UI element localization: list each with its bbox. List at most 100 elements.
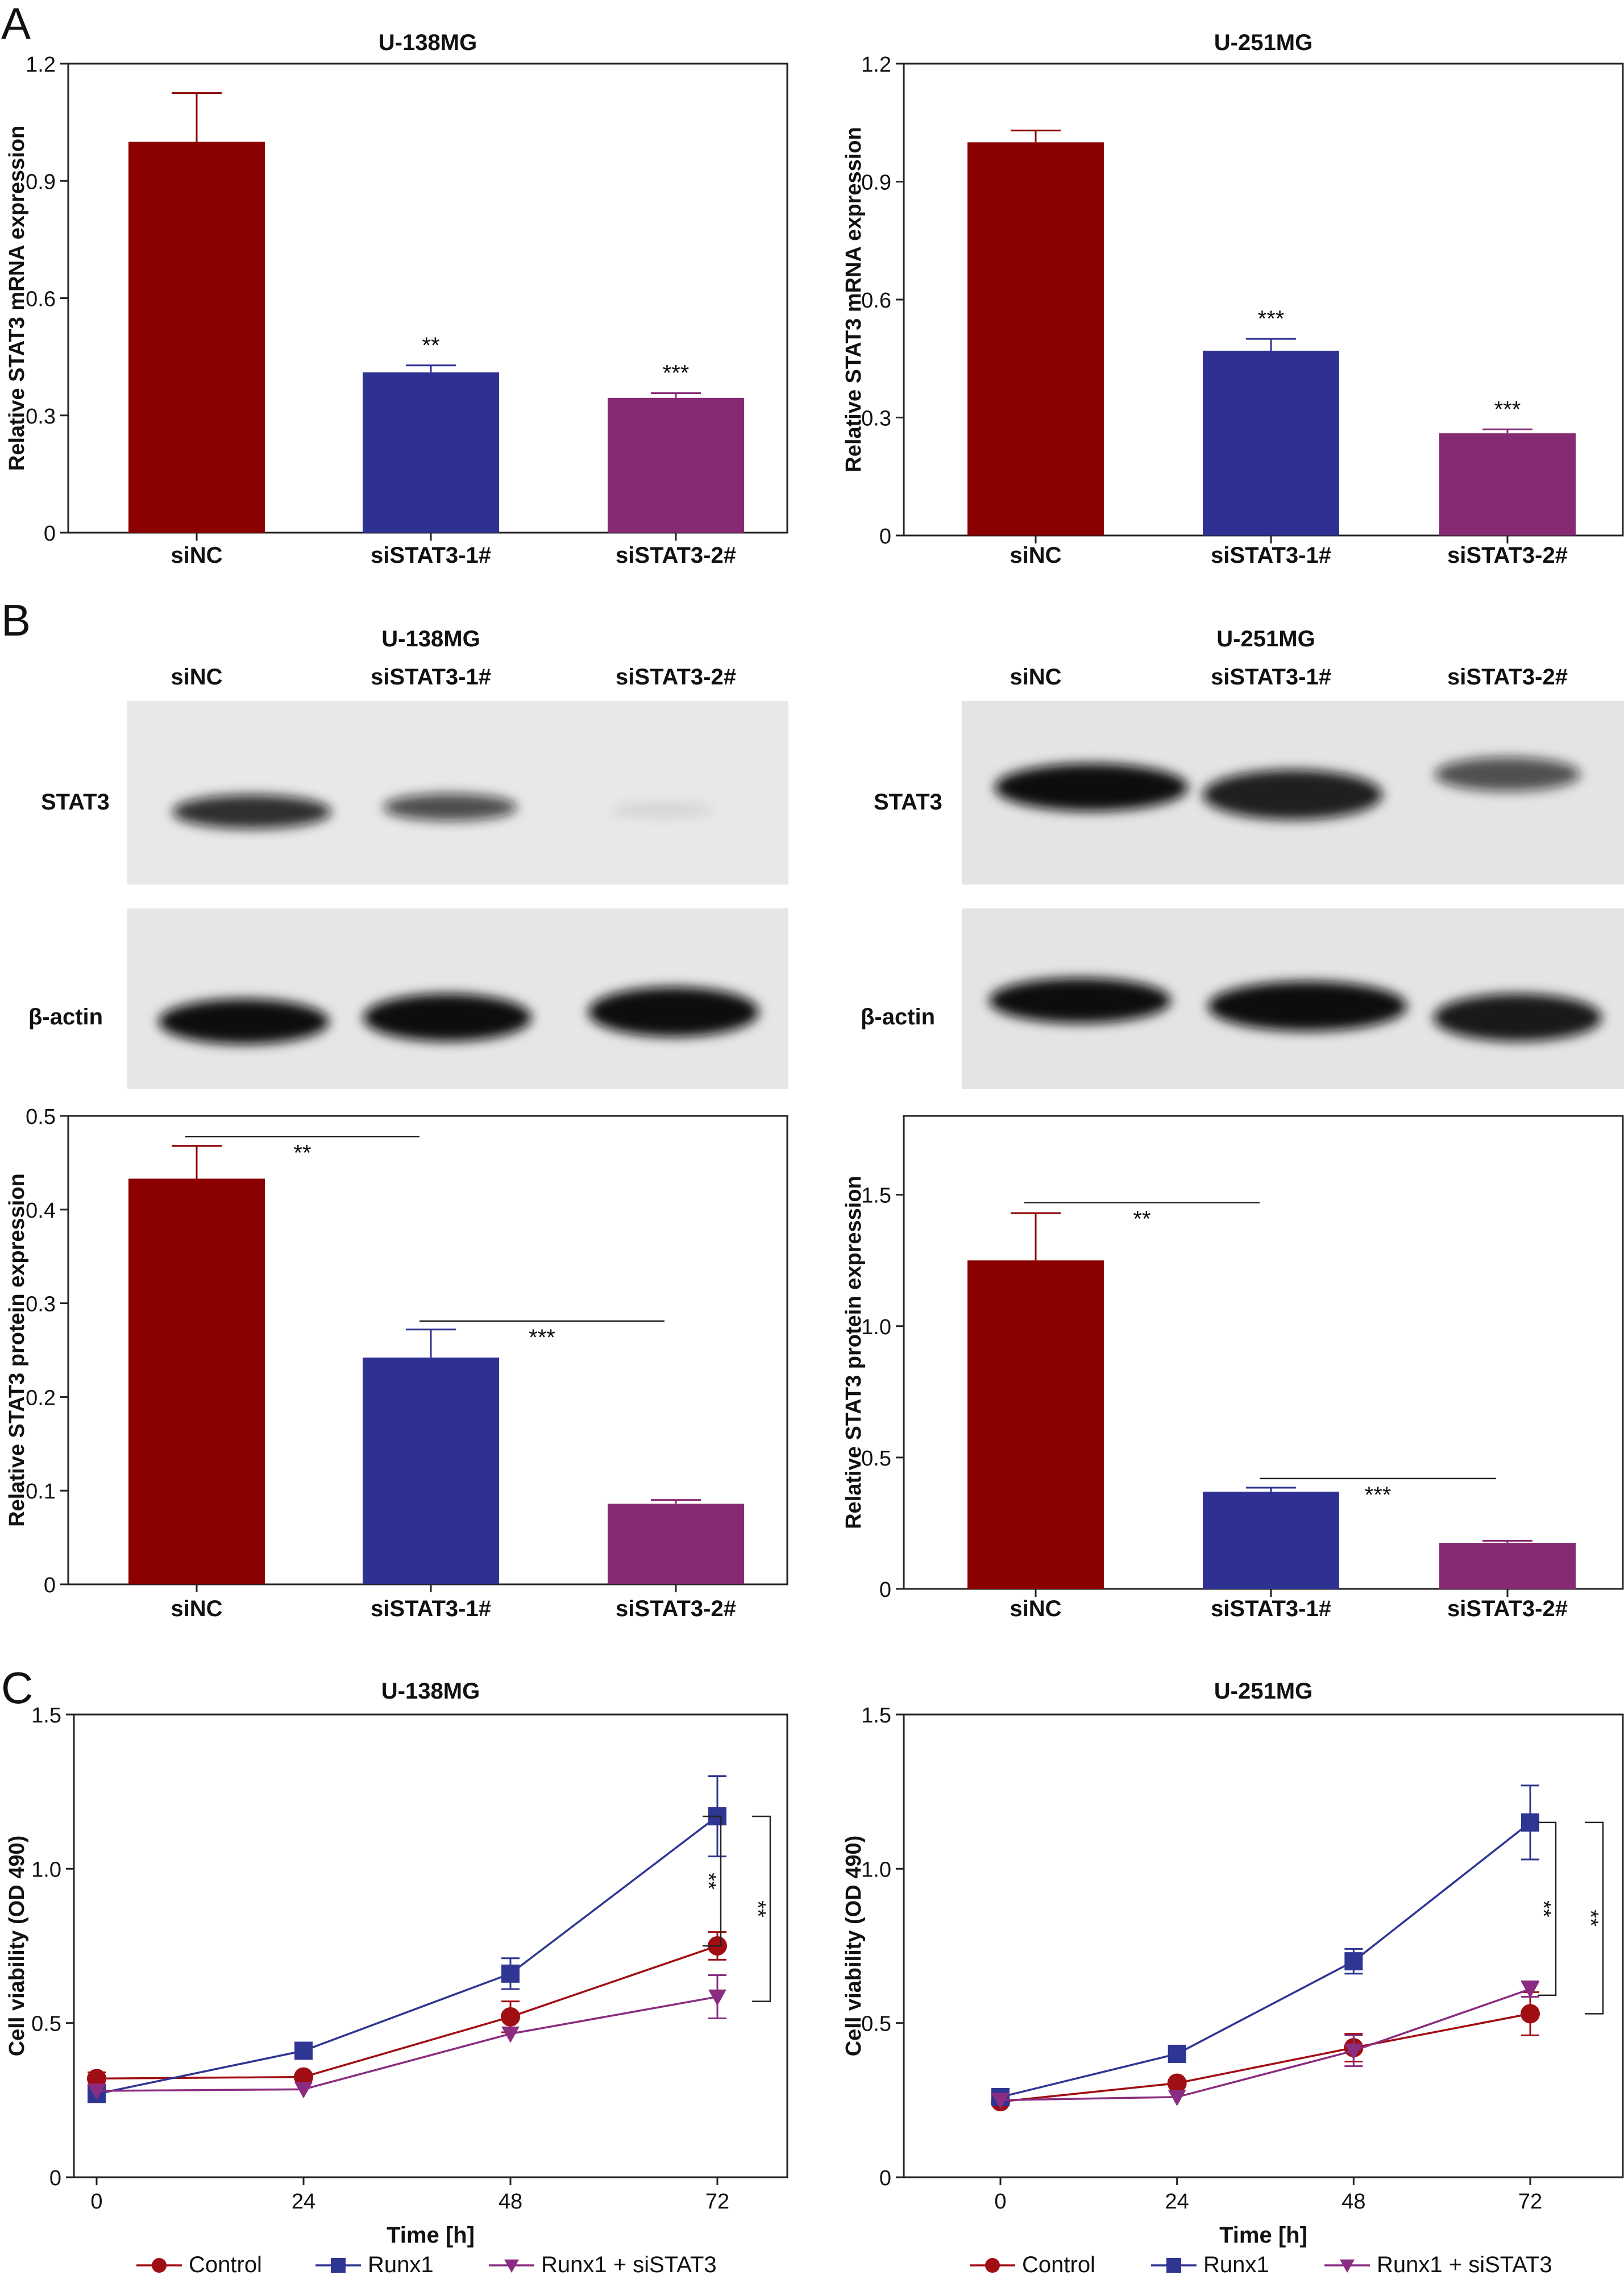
comparison-bracket — [1538, 1821, 1557, 1996]
chart-b-left: 0 0.1 0.2 0.3 0.4 0.5 Relative STAT3 protein e… — [5, 1105, 788, 1621]
comparison-label: *** — [1365, 1483, 1392, 1508]
western-blot-right: U-251MG siNC siSTAT3-1# siSTAT3-2# STAT3… — [861, 626, 1624, 1089]
blot-lane-label-3: siSTAT3-2# — [616, 665, 736, 690]
y-tick-label: 0 — [879, 525, 891, 549]
comparison-bracket — [752, 1815, 771, 2002]
y-tick-label: 1.0 — [861, 1858, 891, 1882]
legend-label: Runx1 + siSTAT3 — [541, 2252, 717, 2277]
western-blot-left: U-138MG siNC siSTAT3-1# siSTAT3-2# STAT3… — [28, 626, 788, 1089]
y-tick-label: 0.5 — [26, 1105, 56, 1129]
data-point — [294, 2041, 313, 2060]
y-tick-label: 1.0 — [31, 1858, 61, 1882]
panel-letter-b: B — [1, 595, 31, 645]
x-tick-label: 72 — [705, 2190, 729, 2214]
y-tick-label: 0.5 — [861, 2012, 891, 2036]
y-tick-label: 0.3 — [861, 407, 891, 431]
band-stat3-lane2 — [383, 794, 517, 821]
series-line — [1000, 1821, 1531, 2098]
x-tick-label: 48 — [1341, 2190, 1365, 2214]
category-label: siNC — [171, 1596, 222, 1621]
panel-letter-a: A — [1, 0, 31, 48]
bar-1 — [128, 142, 265, 533]
data-point — [501, 2026, 520, 2043]
data-point — [991, 2093, 1010, 2110]
data-point — [87, 2069, 106, 2089]
category-label: siSTAT3-1# — [1211, 543, 1331, 568]
y-tick-label: 1.0 — [861, 1315, 891, 1339]
data-point — [294, 2082, 313, 2099]
category-label: siSTAT3-2# — [616, 1596, 736, 1621]
bar-1 — [128, 1178, 265, 1584]
data-point — [331, 2258, 346, 2273]
data-point — [501, 1964, 520, 1983]
legend-label: Runx1 — [368, 2252, 434, 2277]
x-tick-label: 72 — [1518, 2190, 1542, 2214]
legend-label: Control — [1022, 2252, 1095, 2277]
bar-1 — [967, 1260, 1104, 1589]
band-actin-lane2 — [1208, 981, 1407, 1031]
data-point — [88, 2083, 106, 2101]
data-point — [1168, 2090, 1186, 2106]
y-tick-label: 0.4 — [26, 1199, 56, 1223]
x-tick-label: 48 — [499, 2190, 522, 2214]
data-point — [294, 2067, 313, 2087]
chart-title: U-138MG — [379, 30, 477, 55]
series-line — [96, 1815, 718, 2095]
blot-title-right: U-251MG — [1216, 626, 1315, 651]
blot-lane-label-1: siNC — [1010, 665, 1061, 690]
band-actin-lane1 — [989, 978, 1171, 1023]
x-axis-label: Time [h] — [1219, 2223, 1307, 2248]
data-point — [1521, 1813, 1539, 1832]
bar-2 — [363, 1358, 499, 1584]
comparison-label: ** — [746, 1900, 770, 1917]
x-tick-label: 24 — [292, 2190, 315, 2214]
band-stat3-lane3 — [611, 802, 713, 818]
bar-3 — [1439, 1543, 1576, 1589]
category-label: siSTAT3-1# — [371, 1596, 491, 1621]
chart-a-right: 0 0.3 0.6 0.9 1.2 U-251MG Relative STAT3 mRNA … — [842, 30, 1624, 568]
bar-3 — [608, 397, 744, 533]
data-point — [504, 2259, 519, 2273]
blot-row-label-stat3: STAT3 — [41, 790, 110, 815]
y-tick-label: 0.3 — [26, 405, 56, 429]
x-tick-label: 0 — [90, 2190, 102, 2214]
series-line — [96, 1995, 718, 2092]
band-actin-lane1 — [159, 999, 329, 1044]
y-tick-label: 1.2 — [861, 53, 891, 77]
bar-2 — [1203, 1491, 1339, 1589]
category-label: siSTAT3-1# — [371, 543, 491, 568]
blot-title-left: U-138MG — [381, 626, 480, 651]
y-tick-label: 0.2 — [26, 1386, 56, 1410]
band-actin-lane3 — [1434, 994, 1602, 1041]
comparison-label: ** — [1531, 1900, 1555, 1917]
band-actin-lane3 — [588, 987, 759, 1037]
significance-label: *** — [1494, 397, 1521, 422]
significance-label: *** — [1258, 306, 1285, 331]
y-tick-label: 0 — [49, 2166, 61, 2190]
y-tick-label: 0.6 — [26, 288, 56, 312]
chart-c-right: 0 0.5 1.0 1.5 U-251MG Cell viability (OD 490)… — [842, 1679, 1624, 2277]
bar-1 — [967, 142, 1104, 536]
y-tick-label: 0.5 — [861, 1447, 891, 1471]
y-tick-label: 0.9 — [26, 170, 56, 194]
y-tick-label: 0.9 — [861, 171, 891, 195]
blot-lane-label-2: siSTAT3-1# — [371, 665, 491, 690]
data-point — [1344, 2043, 1363, 2060]
chart-title: U-251MG — [1214, 1679, 1313, 1704]
x-tick-label: 0 — [994, 2190, 1006, 2214]
data-point — [1521, 2004, 1540, 2024]
category-label: siSTAT3-1# — [1211, 1596, 1331, 1621]
category-label: siSTAT3-2# — [616, 543, 736, 568]
y-tick-label: 0.6 — [861, 289, 891, 313]
comparison-bracket — [1585, 1821, 1604, 2015]
blot-row-label-actin: β-actin — [861, 1004, 935, 1030]
y-tick-label: 0.3 — [26, 1293, 56, 1317]
data-point — [1344, 1952, 1363, 1971]
comparison-label: ** — [696, 1873, 720, 1890]
y-tick-label: 0 — [879, 1578, 891, 1602]
significance-label: ** — [422, 333, 439, 358]
data-point — [501, 2007, 520, 2027]
plot-frame — [73, 1713, 788, 2178]
